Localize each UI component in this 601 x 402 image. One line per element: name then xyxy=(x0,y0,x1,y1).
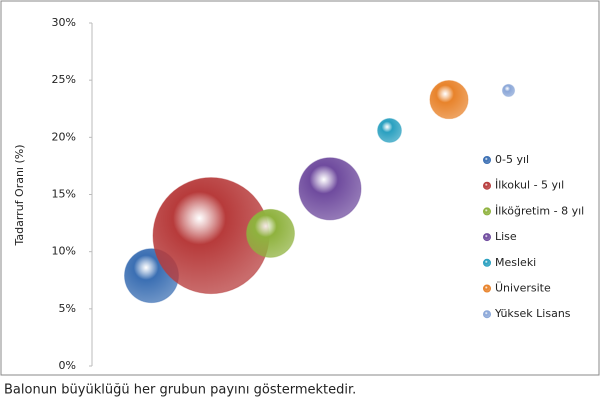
y-tick-label: 30% xyxy=(52,16,76,29)
note: Balonun büyüklüğü her grubun payını göst… xyxy=(4,383,356,398)
y-axis-label: Tadarruf Oranı (%) xyxy=(13,144,26,246)
legend-marker xyxy=(483,233,491,242)
legend-marker xyxy=(483,181,491,190)
legend-label: Mesleki xyxy=(495,256,536,269)
legend-marker xyxy=(483,156,491,164)
y-tick-label: 10% xyxy=(52,245,76,258)
y-tick-label: 20% xyxy=(52,130,76,143)
legend-marker xyxy=(483,258,491,267)
legend-label: 0-5 yıl xyxy=(495,153,529,166)
y-tick-label: 5% xyxy=(59,302,76,315)
bubble xyxy=(501,83,516,98)
legend-label: Yüksek Lisans xyxy=(494,307,571,320)
legend-label: Lise xyxy=(495,230,517,243)
y-tick-label: 15% xyxy=(52,188,76,201)
bubble xyxy=(429,80,469,120)
bubble xyxy=(298,157,362,221)
legend-marker xyxy=(483,207,491,216)
y-tick-label: 25% xyxy=(52,73,76,86)
legend-marker xyxy=(483,310,491,319)
legend-label: Üniversite xyxy=(495,282,551,295)
bubble xyxy=(377,118,402,143)
bubble xyxy=(246,208,295,258)
legend-label: İlkokul - 5 yıl xyxy=(495,179,564,192)
legend-marker xyxy=(483,284,491,293)
y-tick-label: 0% xyxy=(59,359,76,372)
legend-label: İlköğretim - 8 yıl xyxy=(495,204,584,217)
